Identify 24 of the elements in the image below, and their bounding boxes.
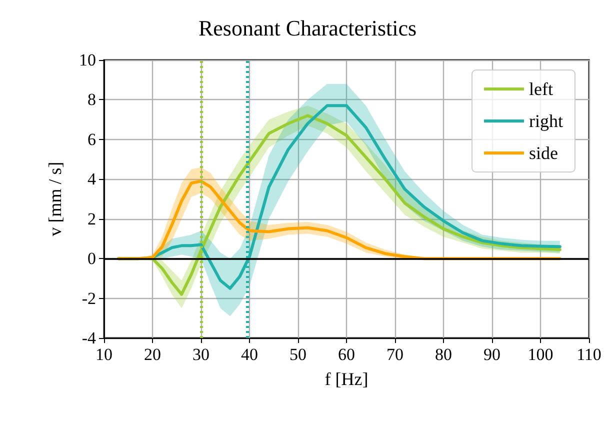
y-tick-label: -2 [82, 288, 96, 308]
y-tick-label: -4 [82, 328, 96, 348]
y-tick-label: 2 [88, 209, 96, 228]
legend-label: side [529, 143, 558, 163]
x-tick-label: 90 [484, 345, 500, 364]
x-tick-label: 40 [241, 345, 258, 364]
x-axis-title: f [Hz] [324, 369, 368, 389]
x-tick-label: 50 [290, 345, 306, 364]
x-tick-label: 100 [528, 345, 554, 364]
legend-label: right [529, 111, 564, 131]
x-tick-label: 70 [386, 345, 404, 364]
x-tick-label: 110 [576, 345, 602, 364]
chart-title: Resonant Characteristics [198, 16, 417, 40]
x-tick-label: 30 [192, 345, 210, 364]
y-tick-label: 8 [88, 90, 96, 110]
x-tick-label: 60 [338, 345, 355, 364]
y-tick-label: 4 [88, 170, 96, 189]
y-tick-label: 0 [88, 249, 96, 268]
y-tick-label: 10 [79, 50, 96, 70]
x-tick-label: 20 [144, 345, 161, 364]
y-tick-label: 6 [88, 130, 96, 149]
y-axis-title: v [mm / s] [45, 162, 65, 236]
legend-label: left [529, 79, 554, 99]
x-tick-label: 80 [435, 345, 452, 364]
